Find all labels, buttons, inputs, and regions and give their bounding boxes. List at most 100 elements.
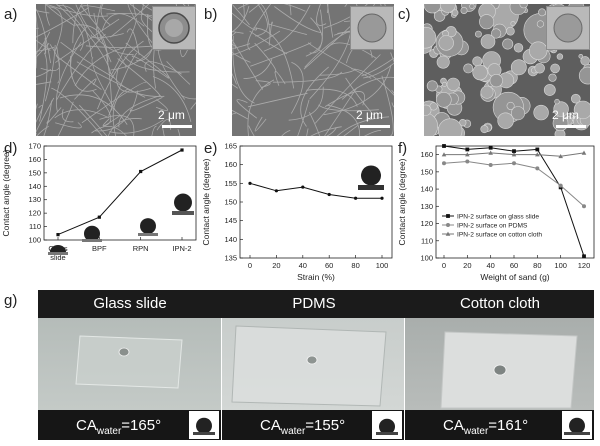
- photo-title-cotton: Cotton cloth: [459, 295, 541, 312]
- panel-label-c: c): [398, 6, 411, 23]
- f-point: [535, 147, 540, 152]
- e-ytick-label: 140: [224, 235, 237, 244]
- e-xlabel: Strain (%): [297, 272, 335, 282]
- photo-title-bar: Glass slide PDMS Cotton cloth: [38, 290, 594, 318]
- chart-d: 100 110 120 130 140 150 160 170 Contact angle (d…: [1, 142, 197, 262]
- e-ytick-label: 135: [224, 254, 237, 263]
- e-point: [248, 181, 252, 185]
- panel-label-g: g): [4, 292, 18, 309]
- f-ytick-label: 130: [420, 202, 433, 211]
- sem-image-b: 2 μm: [232, 4, 394, 136]
- panel-label-b: b): [204, 6, 218, 23]
- f-legend-label: IPN-2 surface on glass slide: [457, 214, 539, 221]
- f-point: [558, 153, 563, 159]
- d-ytick-label: 120: [28, 209, 41, 218]
- f-ytick-label: 100: [420, 254, 433, 263]
- photo-title-glass: Glass slide: [93, 295, 167, 312]
- contact-angle-droplet-icon: [189, 411, 219, 439]
- ca-bar-glass: CAwater=165°: [38, 410, 221, 440]
- f-point: [488, 150, 493, 155]
- d-ytick-label: 150: [28, 168, 41, 177]
- ca-bar-cotton: CAwater=161°: [405, 410, 594, 440]
- f-legend-marker: [445, 231, 451, 236]
- d-ytick-label: 130: [28, 195, 41, 204]
- e-xtick-label: 60: [325, 261, 333, 270]
- ca-text-pdms: CAwater=155°: [260, 417, 346, 437]
- ca-text-glass: CAwater=165°: [76, 417, 162, 437]
- contact-angle-droplet-icon: [562, 411, 592, 439]
- e-xtick-label: 100: [376, 261, 389, 270]
- f-point: [442, 161, 446, 166]
- f-plot-frame: [435, 145, 595, 259]
- scale-bar-b: [360, 125, 390, 128]
- f-ylabel: Contact angle (degree): [397, 158, 407, 245]
- d-plot-frame: [43, 145, 197, 241]
- f-point: [442, 144, 446, 148]
- scale-label-b: 2 μm: [356, 108, 383, 122]
- droplet-inset-b: [350, 6, 394, 50]
- f-xtick-label: 40: [486, 261, 494, 270]
- e-plot-frame: [239, 145, 393, 259]
- panel-label-a: a): [4, 6, 18, 23]
- f-point: [488, 162, 493, 167]
- f-xlabel: Weight of sand (g): [480, 272, 549, 282]
- e-ytick-label: 150: [224, 198, 237, 207]
- scale-bar-c: [556, 125, 586, 128]
- e-ytick-label: 145: [224, 216, 237, 225]
- d-ytick-label: 100: [28, 236, 41, 245]
- f-point: [512, 149, 516, 154]
- f-ytick-label: 160: [420, 150, 433, 159]
- f-point: [465, 152, 470, 157]
- d-xtick-label: IPN-2: [172, 244, 191, 253]
- f-xtick-label: 0: [442, 261, 446, 270]
- f-xtick-label: 120: [578, 261, 591, 270]
- chart-e: 135 140 145 150 155 160 165 Contact angle (degr…: [201, 142, 393, 282]
- photo-cotton-cloth: [405, 318, 594, 410]
- f-legend: IPN-2 surface on glass slide IPN-2 surfac…: [442, 214, 542, 239]
- e-ytick-label: 155: [224, 179, 237, 188]
- d-ytick-label: 110: [29, 222, 41, 231]
- d-ylabel: Contact angle (degree): [1, 149, 11, 236]
- f-xtick-label: 60: [510, 261, 518, 270]
- d-point: [180, 148, 184, 152]
- ca-bar-pdms: CAwater=155°: [222, 410, 404, 440]
- droplet-glass-slide-icon: [48, 245, 68, 255]
- droplet-inset-c: [546, 6, 590, 50]
- panel-label-f: f): [398, 140, 408, 157]
- e-ytick-label: 165: [224, 142, 237, 151]
- panel-label-d: d): [4, 140, 18, 157]
- d-series-line: [57, 149, 183, 236]
- scale-label-c: 2 μm: [552, 108, 579, 122]
- f-xtick-label: 80: [533, 261, 541, 270]
- f-point: [512, 161, 516, 166]
- droplet-rpn-icon: [138, 218, 158, 236]
- f-xtick-label: 20: [463, 261, 471, 270]
- e-point: [301, 185, 305, 189]
- water-droplet-icon: [306, 355, 318, 365]
- f-legend-label: IPN-2 surface on PDMS: [457, 223, 528, 230]
- photo-glass-slide: [38, 318, 221, 410]
- e-xtick-label: 80: [351, 261, 359, 270]
- f-ytick-label: 110: [421, 236, 433, 245]
- d-ytick-label: 170: [28, 142, 41, 151]
- f-point: [581, 150, 587, 155]
- f-point: [488, 145, 493, 150]
- e-point: [354, 196, 358, 200]
- panel-label-e: e): [204, 140, 218, 157]
- f-point: [465, 147, 470, 152]
- d-point: [139, 169, 143, 174]
- d-point: [97, 215, 101, 219]
- droplet-ipn2-icon: [172, 193, 194, 215]
- e-point: [274, 189, 278, 193]
- droplet-inset-a: [152, 6, 196, 50]
- water-droplet-icon: [493, 364, 507, 376]
- photo-pdms: [222, 318, 404, 410]
- f-point: [558, 183, 563, 188]
- scale-bar-a: [162, 125, 192, 128]
- f-ytick-label: 150: [420, 167, 433, 176]
- d-ytick-label: 160: [28, 155, 41, 164]
- droplet-strain-icon: [358, 165, 384, 190]
- e-series-line: [249, 182, 382, 199]
- f-series-line-1: [443, 160, 585, 207]
- f-point: [582, 204, 586, 209]
